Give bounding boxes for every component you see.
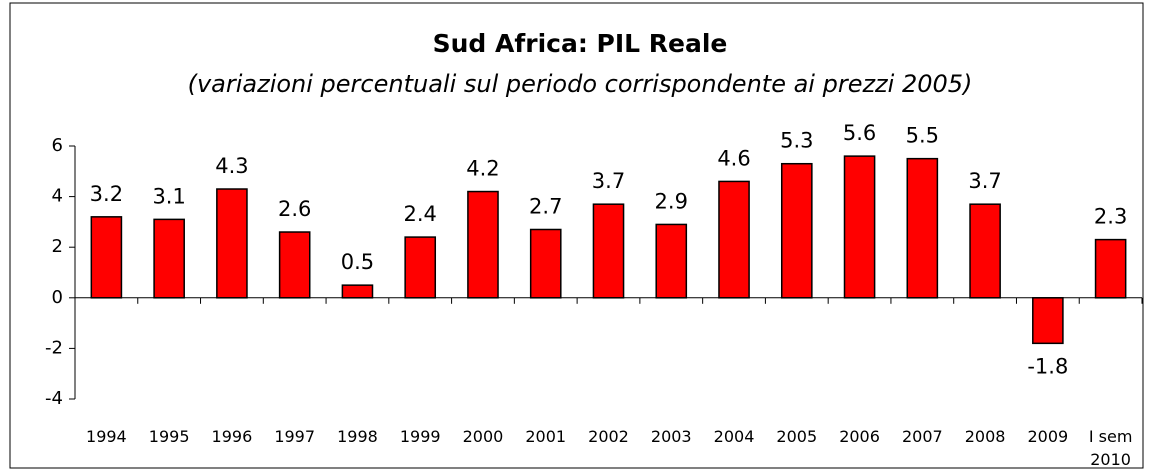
value-label: 2.3 bbox=[1094, 205, 1127, 229]
x-tick-label: 2004 bbox=[714, 427, 755, 446]
chart-title: Sud Africa: PIL Reale bbox=[433, 29, 728, 58]
x-tick-label: 1999 bbox=[400, 427, 441, 446]
value-label: 2.9 bbox=[655, 189, 688, 213]
bar bbox=[906, 157, 939, 299]
x-tick-label: 1995 bbox=[149, 427, 190, 446]
y-tick-label: 6 bbox=[52, 135, 63, 156]
x-tick-label: 1996 bbox=[212, 427, 253, 446]
x-tick-label: 2006 bbox=[839, 427, 880, 446]
x-tick-label: 1998 bbox=[337, 427, 378, 446]
chart-border bbox=[9, 2, 1144, 469]
y-tick-label: 4 bbox=[52, 186, 63, 207]
bar bbox=[341, 284, 374, 299]
value-label: 4.6 bbox=[717, 146, 750, 170]
y-tick-label: 2 bbox=[52, 236, 63, 257]
value-label: 5.6 bbox=[843, 121, 876, 145]
value-label: 3.1 bbox=[152, 184, 185, 208]
value-label: 2.6 bbox=[278, 197, 311, 221]
bar bbox=[655, 223, 688, 299]
x-tick-label: 1994 bbox=[86, 427, 127, 446]
bar bbox=[529, 228, 562, 299]
bar bbox=[278, 231, 311, 299]
x-tick-label: 2000 bbox=[463, 427, 504, 446]
value-label: 0.5 bbox=[341, 250, 374, 274]
bar bbox=[216, 188, 248, 299]
value-label: 2.4 bbox=[404, 202, 437, 226]
y-tick-label: 0 bbox=[52, 287, 63, 308]
bar bbox=[843, 155, 876, 299]
value-label: 5.3 bbox=[780, 129, 813, 153]
x-tick-label: 2008 bbox=[965, 427, 1006, 446]
y-tick-label: -4 bbox=[45, 388, 63, 409]
bar bbox=[153, 218, 185, 299]
x-tick-label: 2005 bbox=[776, 427, 817, 446]
bar bbox=[780, 162, 813, 299]
bar bbox=[467, 190, 499, 299]
bar bbox=[592, 203, 625, 299]
x-tick-label: 2007 bbox=[902, 427, 943, 446]
x-tick-label: 1997 bbox=[274, 427, 315, 446]
bar bbox=[1094, 238, 1127, 299]
bar bbox=[718, 180, 750, 299]
value-label: 5.5 bbox=[906, 124, 939, 148]
x-tick-label: 2001 bbox=[525, 427, 566, 446]
value-label: 4.2 bbox=[466, 157, 499, 181]
value-label: 3.2 bbox=[90, 182, 123, 206]
value-label: 4.3 bbox=[215, 154, 248, 178]
value-label: 2.7 bbox=[529, 194, 562, 218]
x-tick-label: 2009 bbox=[1027, 427, 1068, 446]
value-label: 3.7 bbox=[592, 169, 625, 193]
bar bbox=[90, 216, 123, 299]
chart-subtitle: (variazioni percentuali sul periodo corr… bbox=[188, 70, 973, 98]
value-label: -1.8 bbox=[1027, 354, 1068, 378]
x-tick-label: 2002 bbox=[588, 427, 629, 446]
bar bbox=[969, 203, 1001, 299]
x-tick-label: I sem 2010 bbox=[1089, 427, 1133, 469]
x-tick-label: 2003 bbox=[651, 427, 692, 446]
y-tick-label: -2 bbox=[45, 337, 63, 358]
value-label: 3.7 bbox=[968, 169, 1001, 193]
bar bbox=[404, 236, 437, 299]
bar bbox=[1032, 297, 1064, 345]
